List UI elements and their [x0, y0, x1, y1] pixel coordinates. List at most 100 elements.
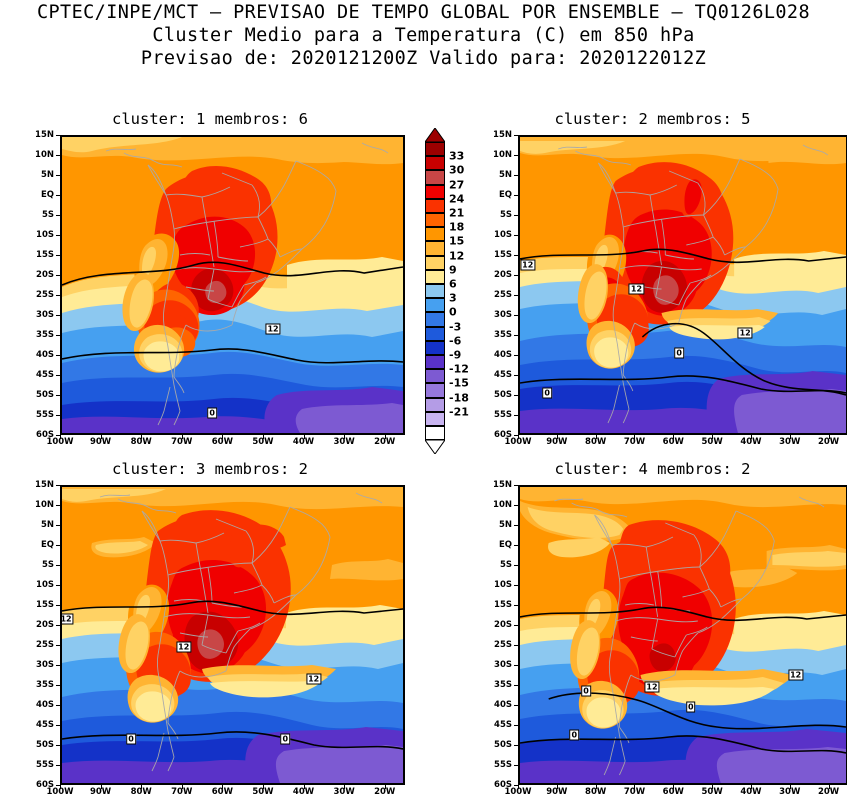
- y-axis-label: 15N: [35, 130, 54, 140]
- y-axis-tick: [56, 195, 60, 196]
- x-axis-tick: [303, 435, 305, 439]
- x-axis-label: 60W: [211, 437, 233, 447]
- x-axis-tick: [60, 435, 61, 439]
- x-axis-tick: [181, 785, 183, 789]
- colorbar-segment: [425, 142, 445, 157]
- panel-title-cluster-4: cluster: 4 membros: 2: [554, 460, 751, 478]
- x-axis-label: 80W: [585, 437, 607, 447]
- colorbar-segment: [425, 284, 445, 299]
- x-axis-label: 20W: [374, 787, 396, 797]
- y-axis-tick: [56, 235, 60, 236]
- x-axis-tick: [344, 435, 346, 439]
- y-axis-tick: [514, 705, 518, 706]
- x-axis-label: 50W: [701, 787, 723, 797]
- contour-label: 0: [686, 701, 696, 713]
- x-axis-tick: [712, 435, 714, 439]
- colorbar-segment: [425, 340, 445, 355]
- x-axis-label: 40W: [292, 437, 315, 447]
- x-axis-label: 50W: [252, 437, 274, 447]
- x-axis-label: 100W: [504, 787, 532, 797]
- x-axis-label: 20W: [817, 437, 840, 447]
- panel-title-cluster-2: cluster: 2 membros: 5: [554, 110, 751, 128]
- x-axis-tick: [262, 435, 264, 439]
- x-axis-tick: [789, 435, 791, 439]
- y-axis-label: 55S: [36, 410, 54, 420]
- panel-title-cluster-1: cluster: 1 membros: 6: [112, 110, 308, 128]
- colorbar-tick-label: 24: [449, 192, 465, 206]
- y-axis-tick: [56, 415, 60, 416]
- y-axis-label: 10N: [493, 500, 512, 510]
- x-axis-tick: [556, 435, 558, 439]
- x-axis-label: 90W: [89, 787, 112, 797]
- x-axis-label: 90W: [89, 437, 112, 447]
- map-plot-cluster-1[interactable]: 12 0: [60, 135, 405, 435]
- y-axis-tick: [56, 625, 60, 626]
- colorbar-segment: [425, 170, 445, 185]
- y-axis-label: 35S: [494, 330, 512, 340]
- x-axis-tick: [384, 785, 386, 789]
- temperature-colorbar[interactable]: 33 30 27 24 21 18 15 12 9 6 3 0 -3 -6 -9 -12 -15 -18 -21: [425, 128, 485, 455]
- y-axis-label: 55S: [36, 760, 54, 770]
- colorbar-segment: [425, 355, 445, 370]
- colorbar-segment: [425, 269, 445, 284]
- colorbar-segment: [425, 198, 445, 213]
- colorbar-tick-label: -9: [449, 348, 462, 362]
- y-axis-label: 10S: [494, 230, 512, 240]
- y-axis-label: EQ: [40, 540, 54, 550]
- contour-label: 0: [126, 733, 136, 745]
- y-axis-tick: [56, 765, 60, 766]
- x-axis-tick: [556, 785, 558, 789]
- y-axis-label: 20S: [36, 620, 54, 630]
- y-axis-tick: [514, 295, 518, 296]
- y-axis-label: 35S: [36, 330, 54, 340]
- colorbar-segment: [425, 326, 445, 341]
- map-plot-cluster-4[interactable]: 12 12 0 0 0: [518, 485, 847, 785]
- colorbar-tick-label: 27: [449, 178, 465, 192]
- panel-cluster-4: cluster: 4 membros: 2: [458, 460, 847, 803]
- colorbar-segment: [425, 156, 445, 171]
- x-axis-label: 80W: [130, 787, 152, 797]
- y-axis-label: 5N: [40, 170, 54, 180]
- y-axis-tick: [514, 725, 518, 726]
- y-axis-label: 10S: [36, 230, 54, 240]
- y-axis-tick: [514, 605, 518, 606]
- map-plot-cluster-2[interactable]: 12 12 12 0 0: [518, 135, 847, 435]
- y-axis-tick: [56, 355, 60, 356]
- y-axis-label: 15N: [35, 480, 54, 490]
- y-axis-label: 30S: [494, 310, 512, 320]
- y-axis-tick: [514, 255, 518, 256]
- colorbar-tick-label: 30: [449, 163, 465, 177]
- x-axis-label: 20W: [374, 437, 396, 447]
- y-axis-label: 35S: [36, 680, 54, 690]
- y-axis-tick: [56, 525, 60, 526]
- contour-label: 0: [674, 347, 684, 359]
- y-axis-tick: [514, 315, 518, 316]
- y-axis-tick: [56, 605, 60, 606]
- colorbar-tick-label: 21: [449, 206, 465, 220]
- y-axis-tick: [514, 785, 518, 786]
- x-axis-label: 30W: [779, 437, 801, 447]
- map-plot-cluster-3[interactable]: 12 12 12 0 0: [60, 485, 405, 785]
- colorbar-tick-label: -21: [449, 405, 469, 419]
- x-axis-tick: [634, 785, 636, 789]
- y-axis-label: 50S: [36, 740, 54, 750]
- y-axis-tick: [514, 335, 518, 336]
- colorbar-segment: [425, 213, 445, 228]
- y-axis-tick: [56, 645, 60, 646]
- y-axis-label: 45S: [36, 370, 54, 380]
- y-axis-tick: [56, 395, 60, 396]
- y-axis-label: 20S: [494, 270, 512, 280]
- colorbar-tick-label: -12: [449, 362, 469, 376]
- colorbar-segment: [425, 426, 445, 441]
- contour-label: 12: [788, 669, 804, 681]
- x-axis-label: 70W: [171, 787, 193, 797]
- colorbar-bottom-arrow: [425, 440, 445, 455]
- colorbar-segment: [425, 397, 445, 412]
- x-axis-label: 50W: [701, 437, 723, 447]
- y-axis-label: 35S: [494, 680, 512, 690]
- y-axis-tick: [514, 765, 518, 766]
- y-axis-label: 25S: [494, 640, 512, 650]
- y-axis-tick: [514, 565, 518, 566]
- contour-map-4: [520, 487, 846, 783]
- y-axis-label: 15S: [36, 600, 54, 610]
